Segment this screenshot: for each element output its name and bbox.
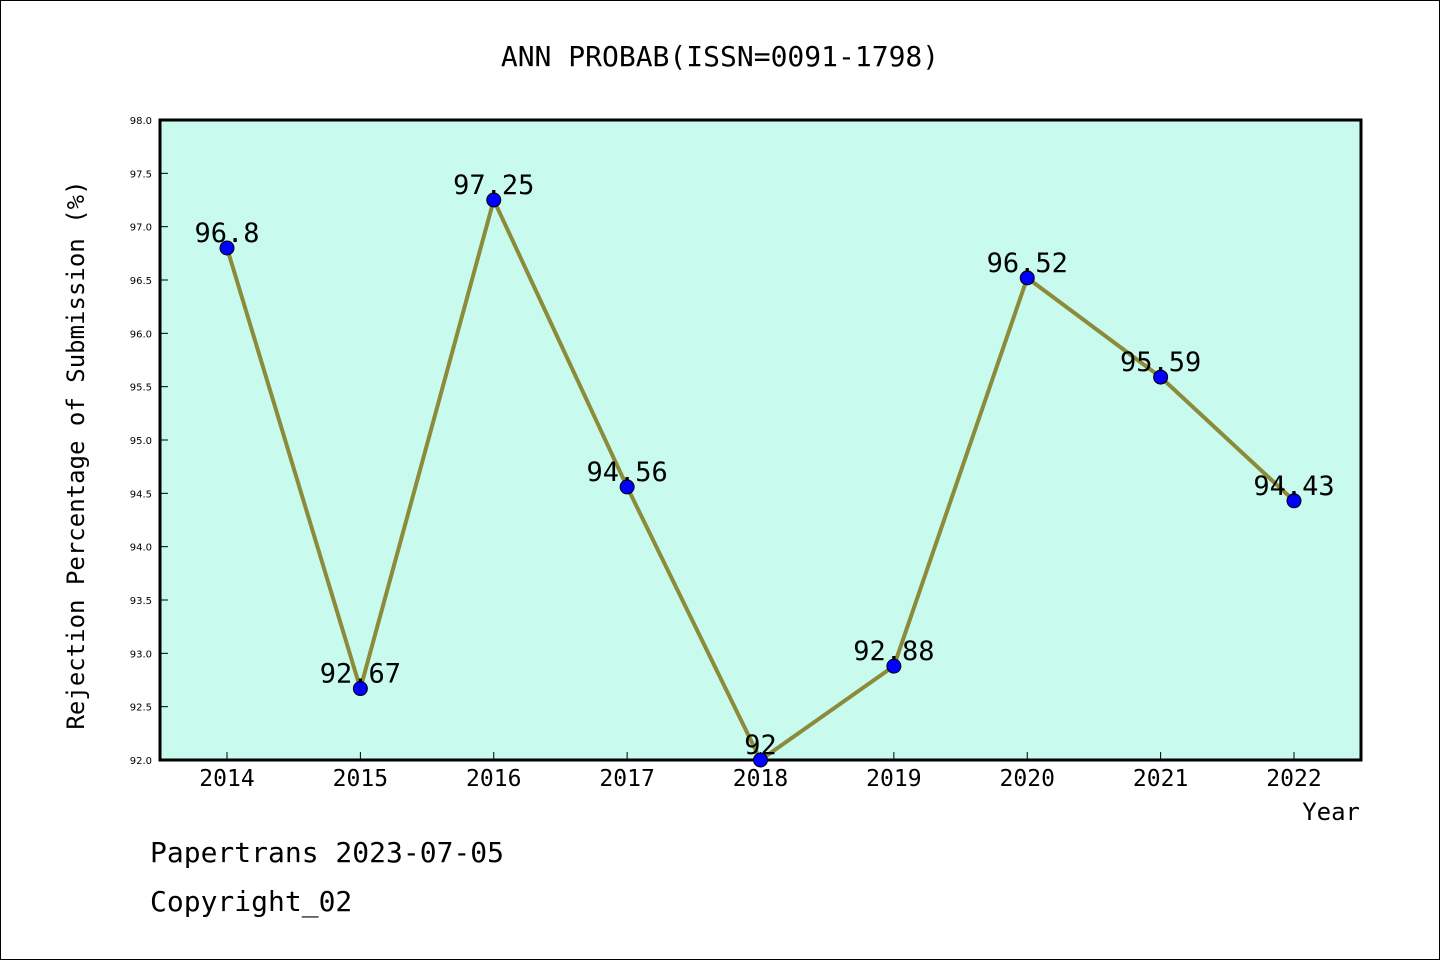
y-tick-label: 95.5 bbox=[130, 383, 152, 394]
y-tick-label: 98.0 bbox=[130, 116, 152, 127]
data-label: 94.43 bbox=[1253, 471, 1334, 502]
series-line bbox=[219, 192, 1302, 768]
data-label: 92.88 bbox=[853, 636, 934, 667]
data-point bbox=[619, 479, 635, 495]
data-label: 92.67 bbox=[320, 659, 401, 690]
data-labels: 96.8 92.67 97.25 94.56 92 92.88 96.52 95.59 94.4… bbox=[194, 170, 1334, 761]
data-point bbox=[1286, 493, 1302, 509]
data-label: 92 bbox=[744, 730, 777, 761]
x-tick-label: 2018 bbox=[733, 766, 788, 792]
data-point bbox=[219, 240, 235, 256]
x-tick-label: 2015 bbox=[333, 766, 388, 792]
x-tick-label: 2017 bbox=[599, 766, 654, 792]
data-point bbox=[352, 681, 368, 697]
x-axis: 2014 2015 2016 2017 2018 2019 2020 2021 2022 bbox=[199, 752, 1322, 792]
x-tick-label: 2016 bbox=[466, 766, 521, 792]
y-tick-label: 92.0 bbox=[130, 756, 152, 767]
y-tick-label: 97.5 bbox=[130, 169, 152, 180]
x-tick-label: 2014 bbox=[199, 766, 254, 792]
y-tick-label: 93.0 bbox=[130, 649, 152, 660]
x-axis-label: Year bbox=[1302, 798, 1360, 826]
x-tick-label: 2022 bbox=[1266, 766, 1321, 792]
data-point bbox=[886, 658, 902, 674]
x-tick-label: 2020 bbox=[1000, 766, 1055, 792]
y-axis: 92.0 92.5 93.0 93.5 94.0 94.5 95.0 95.5 96.0 96.5… bbox=[130, 116, 168, 767]
data-point bbox=[753, 752, 768, 768]
y-tick-label: 97.0 bbox=[130, 223, 152, 234]
chart-title: ANN PROBAB(ISSN=0091-1798) bbox=[501, 40, 939, 73]
plot-area bbox=[158, 118, 1363, 762]
y-tick-label: 94.5 bbox=[130, 489, 152, 500]
data-label: 95.59 bbox=[1120, 347, 1201, 378]
y-axis-label: Rejection Percentage of Submission (%) bbox=[62, 180, 90, 729]
data-point bbox=[486, 192, 502, 208]
y-tick-label: 94.0 bbox=[130, 543, 152, 554]
y-tick-label: 96.0 bbox=[130, 329, 152, 340]
data-label: 96.8 bbox=[194, 218, 259, 249]
data-label: 94.56 bbox=[586, 457, 667, 488]
x-tick-label: 2021 bbox=[1133, 766, 1188, 792]
y-tick-label: 95.0 bbox=[130, 436, 152, 447]
data-label: 97.25 bbox=[453, 170, 534, 201]
y-tick-label: 96.5 bbox=[130, 276, 152, 287]
footer-copyright: Copyright_02 bbox=[150, 885, 353, 918]
data-point bbox=[1153, 369, 1169, 385]
y-tick-label: 93.5 bbox=[130, 596, 152, 607]
x-tick-label: 2019 bbox=[866, 766, 921, 792]
data-label: 96.52 bbox=[987, 248, 1068, 279]
data-point bbox=[1019, 270, 1035, 286]
y-tick-label: 92.5 bbox=[130, 703, 152, 714]
footer-date: Papertrans 2023-07-05 bbox=[150, 836, 505, 869]
